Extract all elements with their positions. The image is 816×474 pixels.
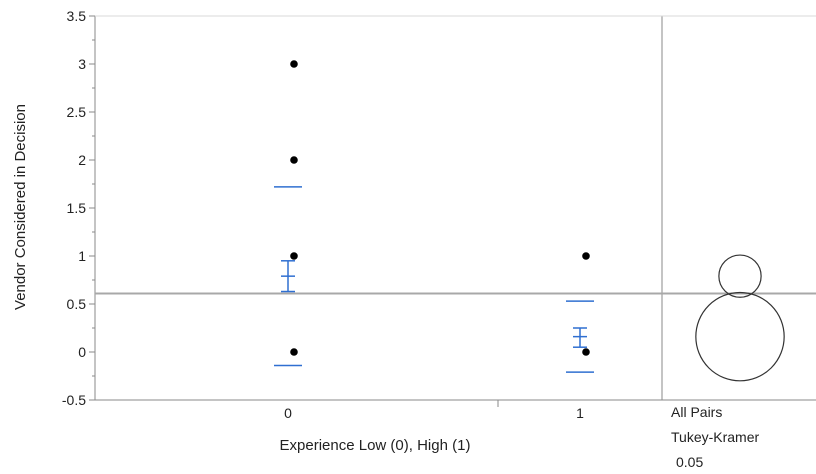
comparison-method-line2: Tukey-Kramer (671, 429, 760, 445)
y-tick-label: 3 (78, 56, 86, 72)
comparison-method-line1: All Pairs (671, 404, 722, 420)
y-axis-title: Vendor Considered in Decision (12, 104, 29, 310)
data-point (290, 60, 298, 68)
x-tick-label: 0 (284, 405, 292, 421)
y-tick-label: 1 (78, 248, 86, 264)
comparison-circle (695, 291, 785, 382)
y-tick-label: 3.5 (67, 8, 87, 24)
y-tick-label: 2.5 (67, 104, 87, 120)
y-tick-label: 0.5 (67, 296, 87, 312)
comparison-circles (695, 254, 785, 382)
y-tick-label: 1.5 (67, 200, 87, 216)
x-tick-label: 1 (576, 405, 584, 421)
data-point (582, 348, 590, 356)
x-axis-title: Experience Low (0), High (1) (280, 437, 471, 454)
data-point (582, 252, 590, 260)
group-statistics (274, 186, 594, 373)
data-point (290, 252, 298, 260)
comparison-circle (718, 254, 762, 298)
comparison-alpha: 0.05 (676, 454, 703, 470)
y-axis: -0.5 0 0.5 1 1.5 2 2.5 3 3.5 (62, 8, 95, 408)
y-tick-label: -0.5 (62, 392, 86, 408)
y-tick-label: 0 (78, 344, 86, 360)
y-tick-label: 2 (78, 152, 86, 168)
plot-frame (94, 15, 816, 401)
data-points (290, 60, 590, 356)
data-point (290, 348, 298, 356)
data-point (290, 156, 298, 164)
